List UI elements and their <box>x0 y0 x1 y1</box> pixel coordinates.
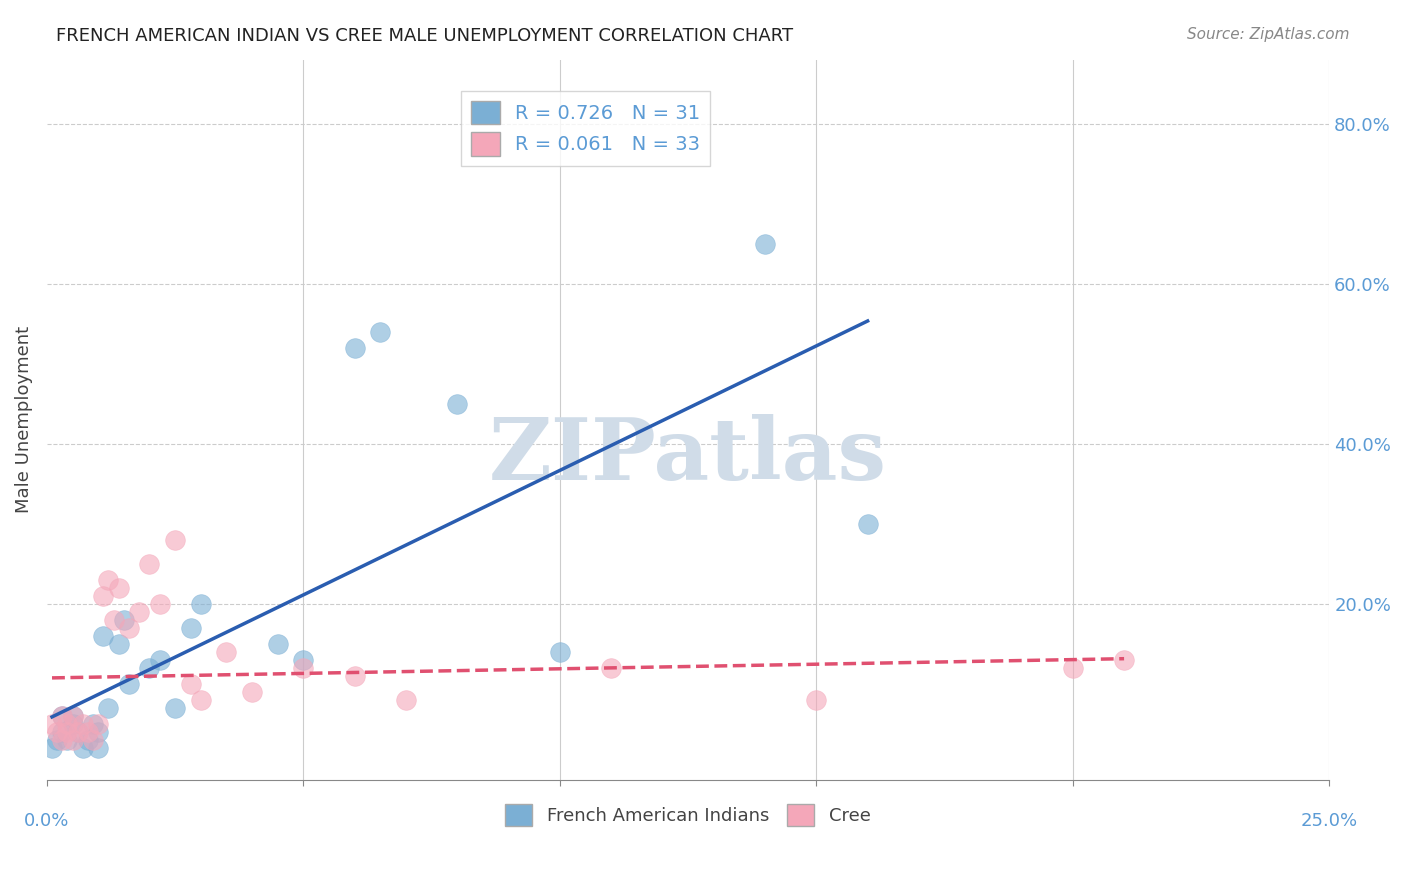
Point <box>46 732 69 747</box>
Point <box>41 716 63 731</box>
Point <box>107 581 129 595</box>
Point <box>97 573 120 587</box>
Point <box>51 708 73 723</box>
Point <box>77 732 100 747</box>
Point <box>77 724 100 739</box>
Point <box>1062 660 1084 674</box>
Point <box>82 732 104 747</box>
Point <box>180 621 202 635</box>
Point <box>72 716 94 731</box>
Point <box>56 716 79 731</box>
Point <box>368 325 391 339</box>
Point <box>128 605 150 619</box>
Text: Source: ZipAtlas.com: Source: ZipAtlas.com <box>1187 27 1350 42</box>
Point <box>56 732 79 747</box>
Point <box>600 660 623 674</box>
Point <box>190 692 212 706</box>
Point <box>215 645 238 659</box>
Point <box>87 716 110 731</box>
Point <box>62 708 84 723</box>
Point <box>267 637 290 651</box>
Point <box>1112 652 1135 666</box>
Point <box>51 708 73 723</box>
Point <box>87 724 110 739</box>
Point <box>240 684 263 698</box>
Point <box>165 700 187 714</box>
Point <box>856 516 879 531</box>
Point <box>292 660 315 674</box>
Point <box>149 652 172 666</box>
Point <box>165 533 187 547</box>
Point <box>56 724 79 739</box>
Point <box>66 724 89 739</box>
Y-axis label: Male Unemployment: Male Unemployment <box>15 326 32 513</box>
Point <box>754 236 776 251</box>
Point <box>91 629 114 643</box>
Point <box>107 637 129 651</box>
Point <box>62 708 84 723</box>
Point <box>87 740 110 755</box>
Point <box>62 732 84 747</box>
Point <box>138 557 160 571</box>
Legend: French American Indians, Cree: French American Indians, Cree <box>496 796 880 836</box>
Text: FRENCH AMERICAN INDIAN VS CREE MALE UNEMPLOYMENT CORRELATION CHART: FRENCH AMERICAN INDIAN VS CREE MALE UNEM… <box>56 27 793 45</box>
Text: 25.0%: 25.0% <box>1301 812 1358 830</box>
Point <box>548 645 571 659</box>
Text: 0.0%: 0.0% <box>24 812 69 830</box>
Point <box>138 660 160 674</box>
Point <box>41 740 63 755</box>
Point <box>97 700 120 714</box>
Point <box>46 724 69 739</box>
Point <box>103 613 125 627</box>
Point <box>343 341 366 355</box>
Point <box>190 597 212 611</box>
Point <box>51 724 73 739</box>
Point <box>180 676 202 690</box>
Point <box>91 589 114 603</box>
Point <box>118 621 141 635</box>
Point <box>72 740 94 755</box>
Point <box>51 732 73 747</box>
Point <box>62 716 84 731</box>
Point <box>66 724 89 739</box>
Point <box>149 597 172 611</box>
Point <box>118 676 141 690</box>
Point <box>446 396 468 410</box>
Point <box>806 692 828 706</box>
Point <box>343 668 366 682</box>
Point <box>292 652 315 666</box>
Point <box>112 613 135 627</box>
Text: ZIPatlas: ZIPatlas <box>489 414 887 498</box>
Point <box>82 716 104 731</box>
Point <box>395 692 418 706</box>
